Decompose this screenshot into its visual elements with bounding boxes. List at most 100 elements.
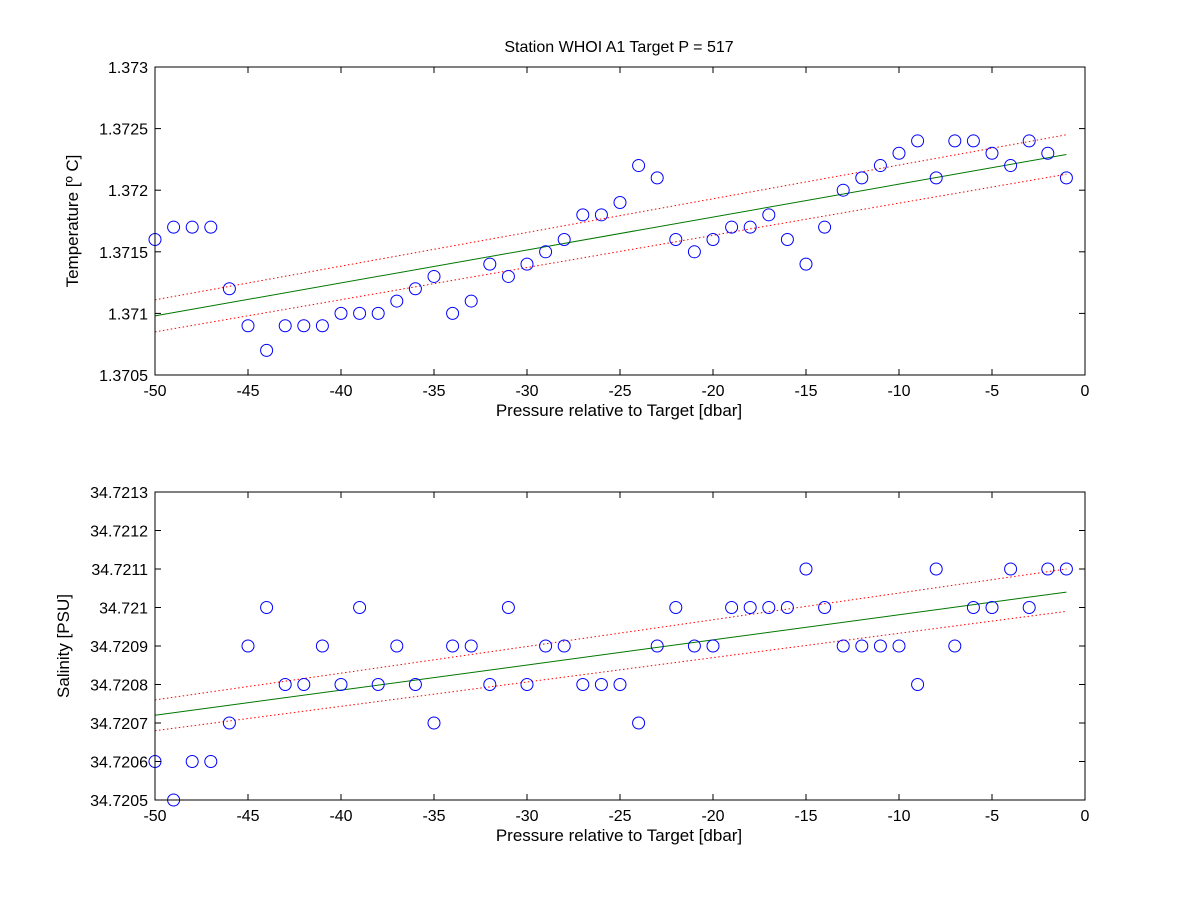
salinity-data-point	[501, 601, 515, 614]
salinity-data-point	[390, 639, 404, 653]
temperature-data-point	[446, 306, 460, 320]
temperature-data-point	[408, 282, 422, 296]
temperature-data-point	[762, 208, 776, 222]
salinity-data-point	[873, 639, 887, 653]
salinity-y-tick-label: 34.7212	[90, 524, 148, 541]
temperature-data-point	[278, 319, 292, 333]
salinity-y-tick-label: 34.7205	[90, 793, 148, 810]
salinity-data-point	[427, 716, 441, 730]
salinity-y-tick-label: 34.7209	[90, 639, 148, 656]
salinity-data-point	[1022, 601, 1036, 614]
salinity-y-tick-label: 34.7206	[90, 755, 148, 772]
temperature-data-point	[911, 134, 925, 148]
salinity-y-tick-label: 34.7211	[91, 562, 148, 579]
temperature-ticks: -50 -45 -40 -35 -30 -25 -20 -15 -10 -5 01.37051.37…	[99, 60, 1089, 400]
salinity-data-point	[725, 601, 739, 614]
salinity-x-tick-label: -20	[701, 808, 724, 825]
salinity-ticks: -50 -45 -40 -35 -30 -25 -20 -15 -10 -5 034.720534.…	[90, 485, 1089, 825]
salinity-x-tick-label: -40	[329, 808, 352, 825]
temperature-y-axis-label: Temperature [º C]	[63, 155, 82, 288]
temperature-data-point	[371, 306, 385, 320]
salinity-y-tick-label: 34.7213	[90, 485, 148, 502]
temperature-x-tick-label: -25	[608, 383, 631, 400]
salinity-fit-line	[154, 591, 1067, 716]
salinity-data-point	[334, 678, 348, 691]
salinity-data-point	[650, 639, 664, 653]
temperature-data-point	[520, 257, 534, 271]
salinity-data-point	[1041, 562, 1055, 576]
salinity-data-point	[799, 562, 813, 576]
salinity-data-point	[966, 601, 980, 614]
temperature-fit-lines	[154, 134, 1067, 333]
salinity-data-point	[185, 755, 199, 768]
salinity-data-point	[241, 639, 255, 653]
temperature-fit-line	[154, 153, 1067, 317]
temperature-data-point	[427, 269, 441, 283]
temperature-data-point	[594, 208, 608, 222]
temperature-data-point	[725, 220, 739, 234]
salinity-x-tick-label: -15	[794, 808, 817, 825]
temperature-x-tick-label: -35	[422, 383, 445, 400]
salinity-data-point	[1004, 562, 1018, 576]
temperature-data-point	[948, 134, 962, 148]
salinity-data-point	[353, 601, 367, 614]
temperature-data-point	[1022, 134, 1036, 148]
temperature-x-tick-label: -15	[794, 383, 817, 400]
temperature-data-point	[390, 294, 404, 308]
temperature-data-point	[855, 171, 869, 185]
salinity-data-point	[632, 716, 646, 730]
salinity-x-tick-label: 0	[1081, 808, 1090, 825]
salinity-data-point	[669, 601, 683, 614]
temperature-data-point	[799, 257, 813, 271]
temperature-data-point	[613, 196, 627, 210]
salinity-data-point	[520, 678, 534, 691]
temperature-x-tick-label: 0	[1081, 383, 1090, 400]
temperature-data-point	[780, 232, 794, 246]
salinity-data-point	[985, 601, 999, 614]
temperature-data-point	[632, 159, 646, 173]
temperature-data-point	[892, 146, 906, 160]
salinity-x-tick-label: -30	[515, 808, 538, 825]
temperature-data-point	[557, 232, 571, 246]
salinity-data-point	[408, 678, 422, 691]
salinity-data-point	[483, 678, 497, 691]
salinity-data-point	[706, 639, 720, 653]
salinity-y-tick-label: 34.7208	[90, 678, 148, 695]
temperature-data-point	[297, 319, 311, 333]
temperature-data-point	[743, 220, 757, 234]
salinity-data-point	[780, 601, 794, 614]
temperature-data-point	[260, 343, 274, 357]
salinity-data-point	[315, 639, 329, 653]
temperature-x-tick-label: -10	[887, 383, 910, 400]
salinity-data-point	[1059, 562, 1073, 576]
salinity-points	[148, 562, 1073, 807]
salinity-data-point	[222, 716, 236, 730]
salinity-data-point	[464, 639, 478, 653]
salinity-x-tick-label: -5	[985, 808, 999, 825]
salinity-plot: -50 -45 -40 -35 -30 -25 -20 -15 -10 -5 034.720534.…	[54, 485, 1090, 845]
salinity-data-point	[818, 601, 832, 614]
salinity-data-point	[204, 755, 218, 768]
temperature-x-tick-label: -30	[515, 383, 538, 400]
temperature-x-tick-label: -50	[143, 383, 166, 400]
temperature-data-point	[334, 306, 348, 320]
salinity-data-point	[855, 639, 869, 653]
temperature-data-point	[501, 269, 515, 283]
temperature-data-point	[464, 294, 478, 308]
temperature-data-point	[966, 134, 980, 148]
temperature-y-tick-label: 1.3725	[99, 122, 148, 139]
salinity-y-tick-label: 34.7207	[90, 716, 148, 733]
salinity-x-tick-label: -35	[422, 808, 445, 825]
salinity-data-point	[594, 678, 608, 691]
temperature-y-tick-label: 1.3715	[99, 245, 148, 262]
salinity-x-tick-label: -25	[608, 808, 631, 825]
temperature-data-point	[539, 245, 553, 259]
temperature-data-point	[353, 306, 367, 320]
temperature-data-point	[1041, 146, 1055, 160]
temperature-y-tick-label: 1.371	[108, 306, 148, 323]
salinity-data-point	[743, 601, 757, 614]
temperature-data-point	[1004, 159, 1018, 173]
figure-title: Station WHOI A1 Target P = 517	[504, 39, 733, 56]
salinity-data-point	[371, 678, 385, 691]
